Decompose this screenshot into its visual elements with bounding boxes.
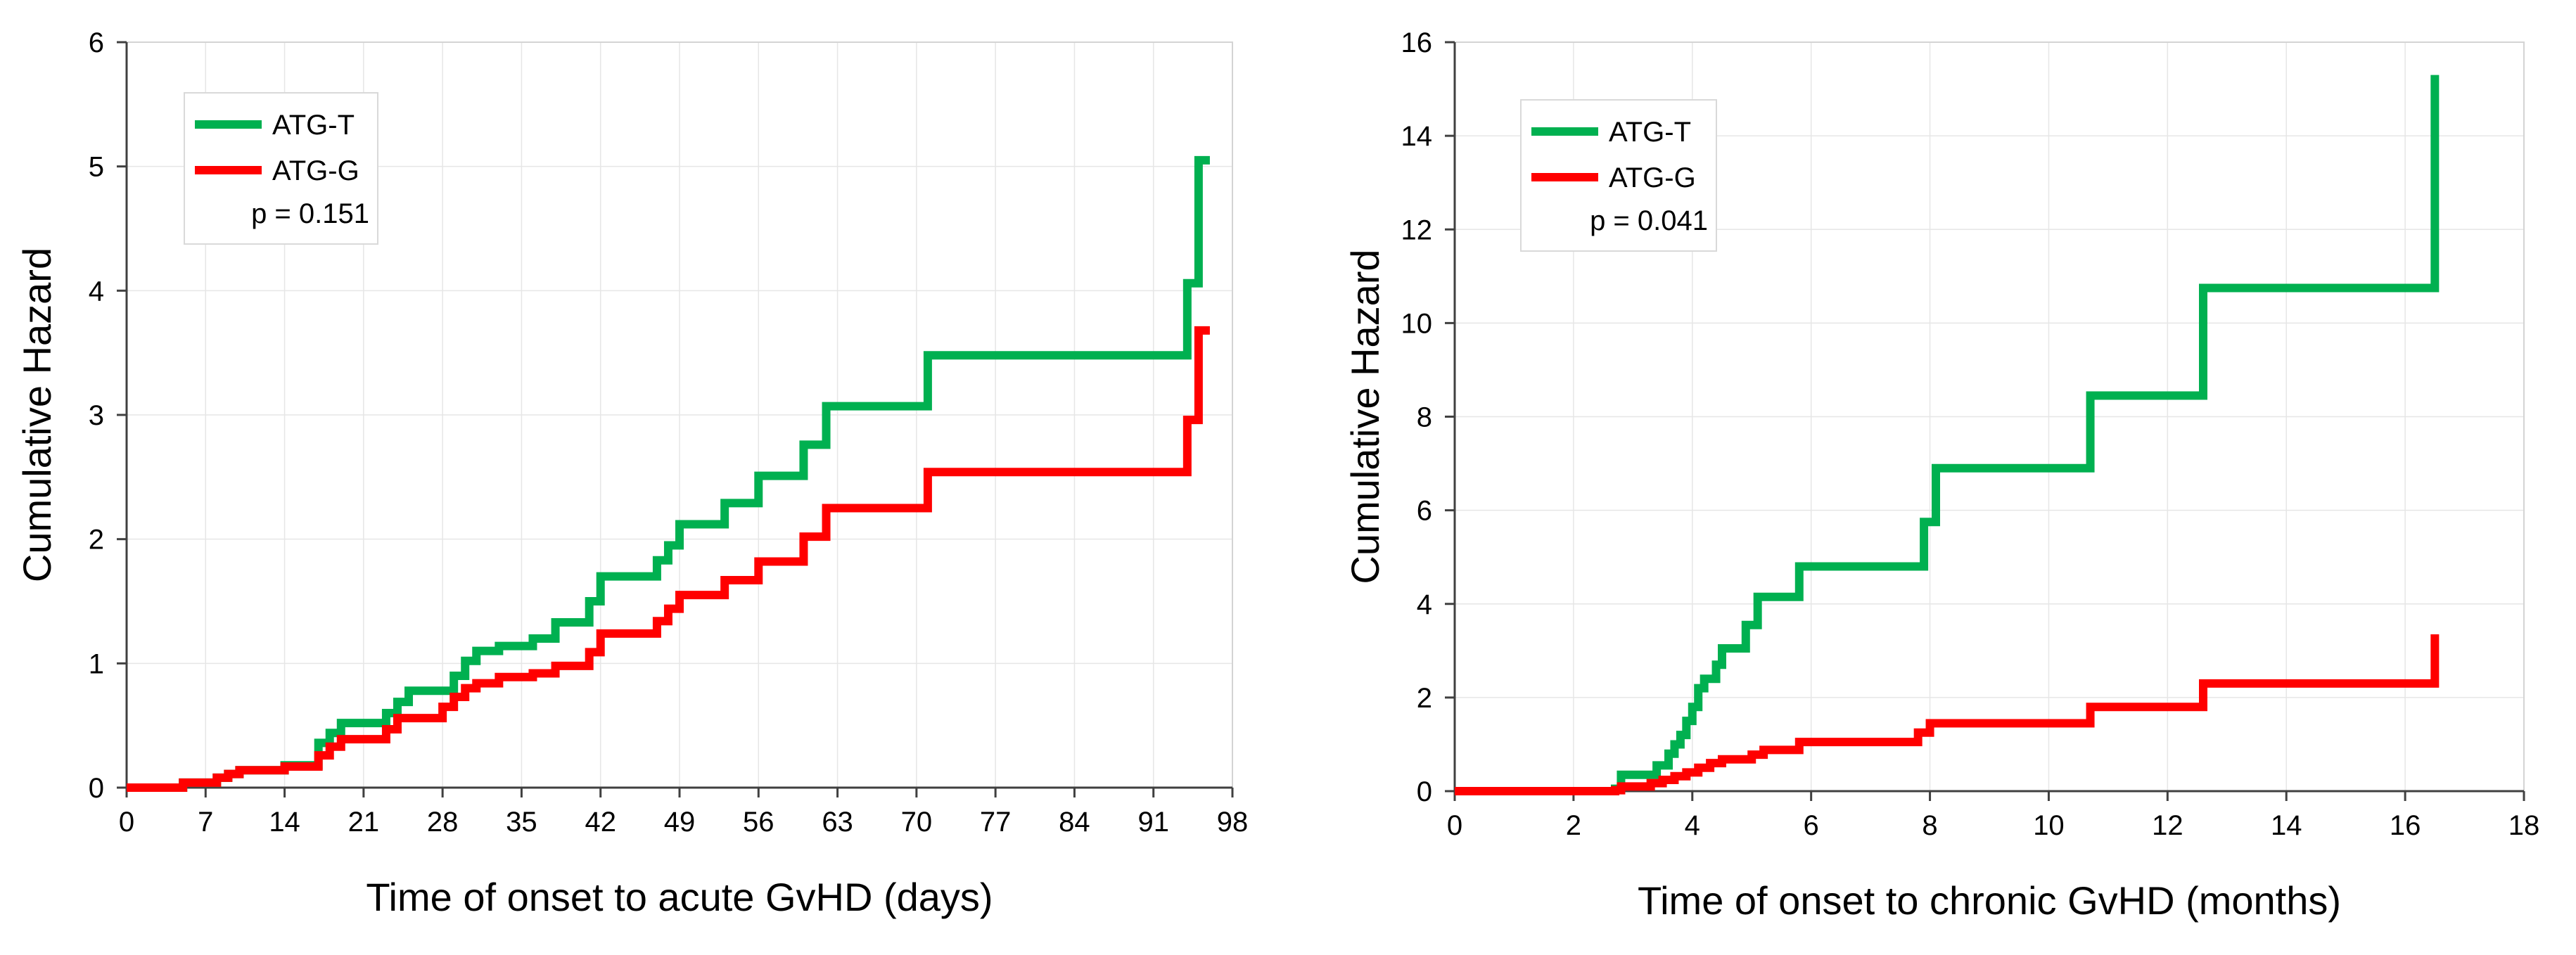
x-tick-label: 2	[1566, 810, 1581, 841]
y-axis-title: Cumulative Hazard	[1343, 249, 1387, 584]
x-axis-title: Time of onset to chronic GvHD (months)	[1638, 878, 2341, 923]
y-tick-label: 4	[89, 276, 104, 307]
y-tick-label: 8	[1417, 402, 1432, 433]
x-tick-label: 91	[1137, 807, 1169, 838]
x-tick-label: 21	[348, 807, 380, 838]
x-axis-title: Time of onset to acute GvHD (days)	[366, 875, 993, 919]
x-tick-label: 14	[2271, 810, 2302, 841]
y-tick-label: 10	[1401, 308, 1433, 339]
x-tick-label: 8	[1922, 810, 1937, 841]
p-value-annotation: p = 0.041	[1590, 205, 1708, 236]
y-tick-label: 2	[1417, 683, 1432, 714]
x-tick-label: 16	[2390, 810, 2421, 841]
x-tick-label: 28	[427, 807, 459, 838]
x-tick-label: 63	[822, 807, 853, 838]
x-tick-label: 4	[1685, 810, 1700, 841]
x-tick-label: 0	[1447, 810, 1462, 841]
y-tick-label: 16	[1401, 27, 1433, 58]
y-axis-title: Cumulative Hazard	[15, 248, 59, 582]
x-tick-label: 10	[2033, 810, 2065, 841]
x-tick-label: 7	[198, 807, 213, 838]
x-tick-label: 56	[743, 807, 774, 838]
y-tick-label: 14	[1401, 121, 1433, 152]
series-line-atg-g	[127, 326, 1210, 792]
legend: ATG-T ATG-G p = 0.041	[1520, 99, 1717, 252]
legend: ATG-T ATG-G p = 0.151	[184, 92, 378, 245]
y-tick-label: 5	[89, 152, 104, 183]
y-tick-label: 4	[1417, 589, 1432, 620]
legend-label-atg-t: ATG-T	[1609, 117, 1691, 148]
x-tick-label: 18	[2508, 810, 2540, 841]
legend-label-atg-g: ATG-G	[272, 155, 359, 186]
x-tick-label: 77	[980, 807, 1012, 838]
y-tick-label: 6	[89, 27, 104, 58]
x-tick-label: 12	[2152, 810, 2183, 841]
x-tick-label: 42	[585, 807, 616, 838]
chart-1: 0 7 14 21 28 35 42 49 56 63 70 77 84 91 980123456Time …	[15, 27, 1248, 919]
y-tick-label: 2	[89, 525, 104, 556]
y-tick-label: 0	[1417, 776, 1432, 807]
y-tick-label: 0	[89, 773, 104, 804]
y-tick-label: 6	[1417, 496, 1432, 527]
x-tick-label: 14	[269, 807, 300, 838]
chart-2: 0 2 4 6 8 10 12 14 16 18 0 2 4 6 8 10 12 14 16 Time of onse…	[1343, 27, 2539, 923]
x-tick-label: 6	[1804, 810, 1819, 841]
x-tick-label: 84	[1059, 807, 1090, 838]
x-tick-label: 70	[901, 807, 933, 838]
x-tick-label: 98	[1217, 807, 1249, 838]
x-tick-label: 35	[506, 807, 537, 838]
x-tick-label: 49	[664, 807, 696, 838]
y-tick-label: 3	[89, 400, 104, 431]
series-line-atg-g	[1455, 634, 2440, 795]
y-tick-label: 1	[89, 648, 104, 679]
legend-label-atg-t: ATG-T	[272, 110, 355, 141]
p-value-annotation: p = 0.151	[251, 198, 369, 229]
legend-label-atg-g: ATG-G	[1609, 162, 1696, 193]
series-line-atg-t	[1455, 75, 2440, 795]
y-tick-label: 12	[1401, 214, 1433, 245]
x-tick-label: 0	[119, 807, 134, 838]
